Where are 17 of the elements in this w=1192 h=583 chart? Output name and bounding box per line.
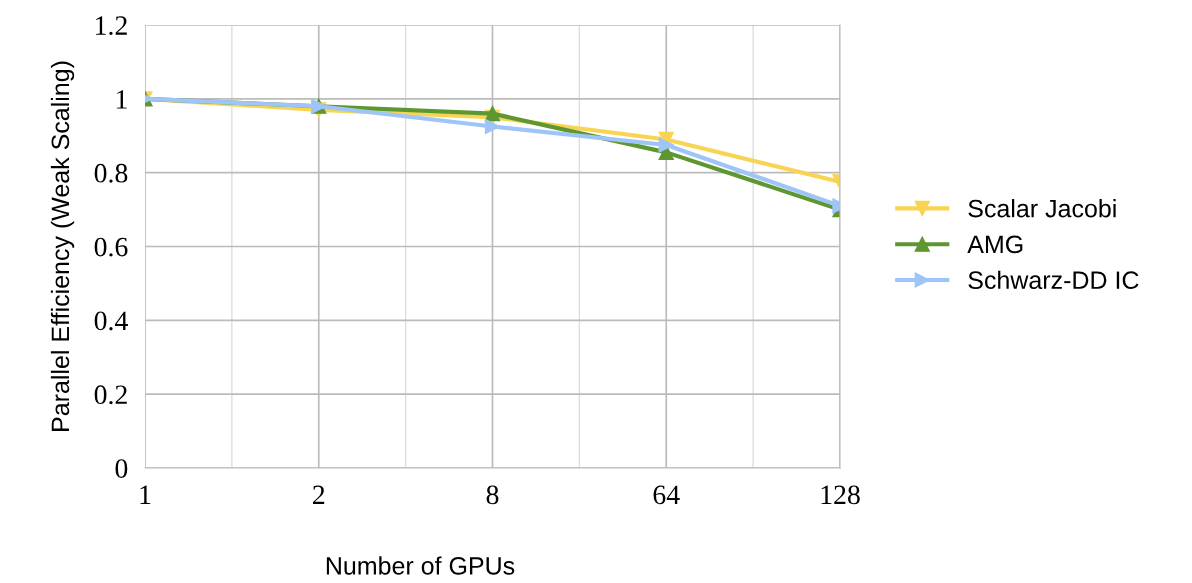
x-tick-label: 64 <box>653 485 680 505</box>
legend-label: AMG <box>967 235 1023 254</box>
y-axis-title: Parallel Efficiency (Weak Scaling) <box>50 61 75 431</box>
x-tick-label: 128 <box>821 485 860 505</box>
y-tick-label: 0 <box>115 459 128 478</box>
y-tick-label: 1.2 <box>96 16 127 36</box>
x-axis-title: Number of GPUs <box>326 556 515 575</box>
y-tick-label: 0.6 <box>94 237 128 257</box>
legend-label: Scalar Jacobi <box>968 199 1116 218</box>
x-tick-label: 1 <box>140 485 151 504</box>
y-tick-label: 1 <box>116 90 127 109</box>
y-tick-label: 0.4 <box>94 311 128 331</box>
x-tick-label: 8 <box>486 485 499 505</box>
x-tick-label: 2 <box>313 485 325 504</box>
y-tick-label: 0.8 <box>94 163 128 183</box>
y-tick-label: 0.2 <box>94 385 127 405</box>
legend-label: Schwarz-DD IC <box>968 270 1139 290</box>
